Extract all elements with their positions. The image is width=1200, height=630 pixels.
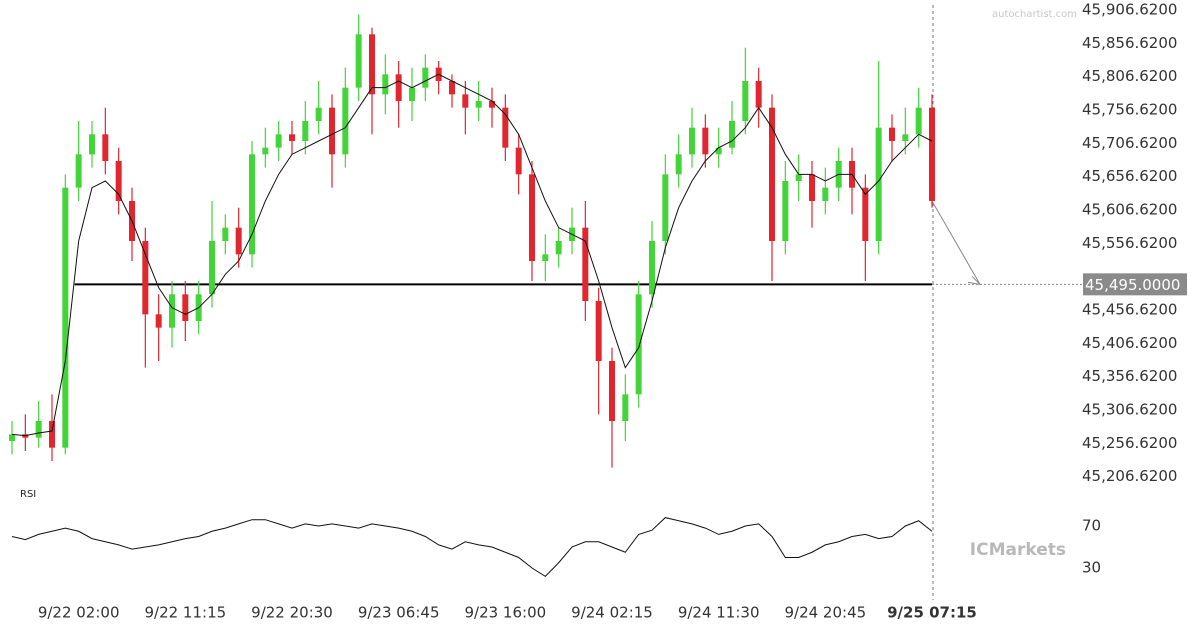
candle-body [515, 147, 522, 175]
candle-body [822, 187, 829, 201]
level-label: 45,495.0000 [1085, 276, 1180, 294]
y-tick-label: 30 [1082, 559, 1101, 577]
y-tick-label: 45,256.6200 [1082, 434, 1177, 452]
candle-body [35, 421, 42, 438]
candle-body [875, 127, 882, 241]
candle-body [635, 294, 642, 395]
y-tick-label: 45,306.6200 [1082, 400, 1177, 418]
candle-body [729, 121, 735, 148]
candle-body [169, 294, 175, 328]
candle-body [702, 127, 709, 155]
candle-body [155, 314, 162, 328]
candle-body [902, 134, 909, 141]
rsi-line [11, 517, 933, 578]
candle-body [555, 241, 562, 255]
watermark: autochartist.com [992, 9, 1077, 20]
forecast-arrow [931, 200, 981, 285]
candle-body [355, 34, 362, 88]
candle-body [542, 254, 549, 261]
candle-body [715, 147, 722, 155]
candle-body [529, 174, 535, 261]
candle-body [262, 147, 269, 155]
x-tick-label: 9/22 02:00 [38, 604, 120, 622]
y-tick-label: 45,756.6200 [1082, 100, 1177, 118]
candle-body [235, 227, 242, 255]
logo: ICMarkets [970, 540, 1066, 560]
candle-body [249, 154, 255, 255]
candle-body [675, 154, 682, 175]
candle-body [689, 127, 695, 155]
candle-body [89, 134, 95, 155]
candle-body [502, 107, 509, 148]
y-tick-label: 45,406.6200 [1082, 334, 1177, 352]
candle-body [62, 187, 69, 448]
candle-body [329, 107, 335, 155]
candle-body [915, 107, 922, 135]
candle-body [795, 174, 802, 181]
x-tick-label: 9/24 02:15 [571, 604, 653, 622]
candle-body [475, 101, 482, 108]
candle-body [462, 94, 469, 108]
x-tick-label: 9/23 16:00 [464, 604, 546, 622]
y-tick-label: 45,356.6200 [1082, 367, 1177, 385]
candle-body [75, 154, 82, 188]
x-tick-label: 9/24 20:45 [784, 604, 866, 622]
candle-body [609, 361, 615, 421]
candle-body [649, 241, 655, 295]
candle-body [342, 87, 349, 155]
y-tick-label: 45,556.6200 [1082, 234, 1177, 252]
candle-body [182, 294, 189, 321]
y-tick-label: 70 [1082, 517, 1101, 535]
candle-body [622, 394, 629, 421]
candle-body [409, 87, 415, 101]
candle-body [222, 227, 229, 241]
candle-body [929, 107, 935, 201]
candle-body [49, 421, 55, 448]
candle-body [782, 181, 789, 241]
y-tick-label: 45,206.6200 [1082, 467, 1177, 485]
candle-body [9, 434, 15, 441]
candle-body [115, 161, 122, 201]
candle-body [289, 134, 295, 141]
candle-body [142, 241, 149, 315]
y-tick-label: 45,856.6200 [1082, 34, 1177, 52]
candle-body [369, 34, 375, 95]
candle-body [582, 227, 589, 301]
candle-body [102, 134, 109, 161]
candle-body [395, 74, 402, 101]
candle-body [275, 134, 282, 148]
y-tick-label: 45,906.6200 [1082, 0, 1177, 18]
candle-body [209, 241, 215, 295]
x-tick-label: 9/22 20:30 [251, 604, 333, 622]
x-tick-label: 9/25 07:15 [887, 604, 977, 622]
y-tick-label: 45,706.6200 [1082, 134, 1177, 152]
y-tick-label: 45,456.6200 [1082, 300, 1177, 318]
candle-body [769, 107, 775, 242]
candle-body [489, 101, 495, 108]
level-label-box [1083, 273, 1187, 296]
y-tick-label: 45,656.6200 [1082, 167, 1177, 185]
candle-body [595, 301, 602, 361]
candle-body [809, 174, 815, 201]
candle-body [382, 74, 389, 95]
candle-body [302, 121, 309, 141]
x-tick-label: 9/23 06:45 [358, 604, 440, 622]
moving-average [11, 73, 933, 437]
candle-body [662, 174, 669, 241]
y-tick-label: 45,806.6200 [1082, 67, 1177, 85]
candle-body [889, 127, 895, 141]
candle-body [315, 107, 322, 121]
candle-body [862, 187, 869, 241]
x-tick-label: 9/24 11:30 [678, 604, 760, 622]
candle-body [755, 81, 762, 108]
rsi-title: RSI [20, 489, 36, 500]
candle-body [449, 81, 455, 95]
y-tick-label: 45,606.6200 [1082, 200, 1177, 218]
x-tick-label: 9/22 11:15 [144, 604, 226, 622]
candle-body [422, 67, 429, 88]
forecast-arrowhead [967, 275, 982, 286]
candle-body [742, 81, 749, 121]
